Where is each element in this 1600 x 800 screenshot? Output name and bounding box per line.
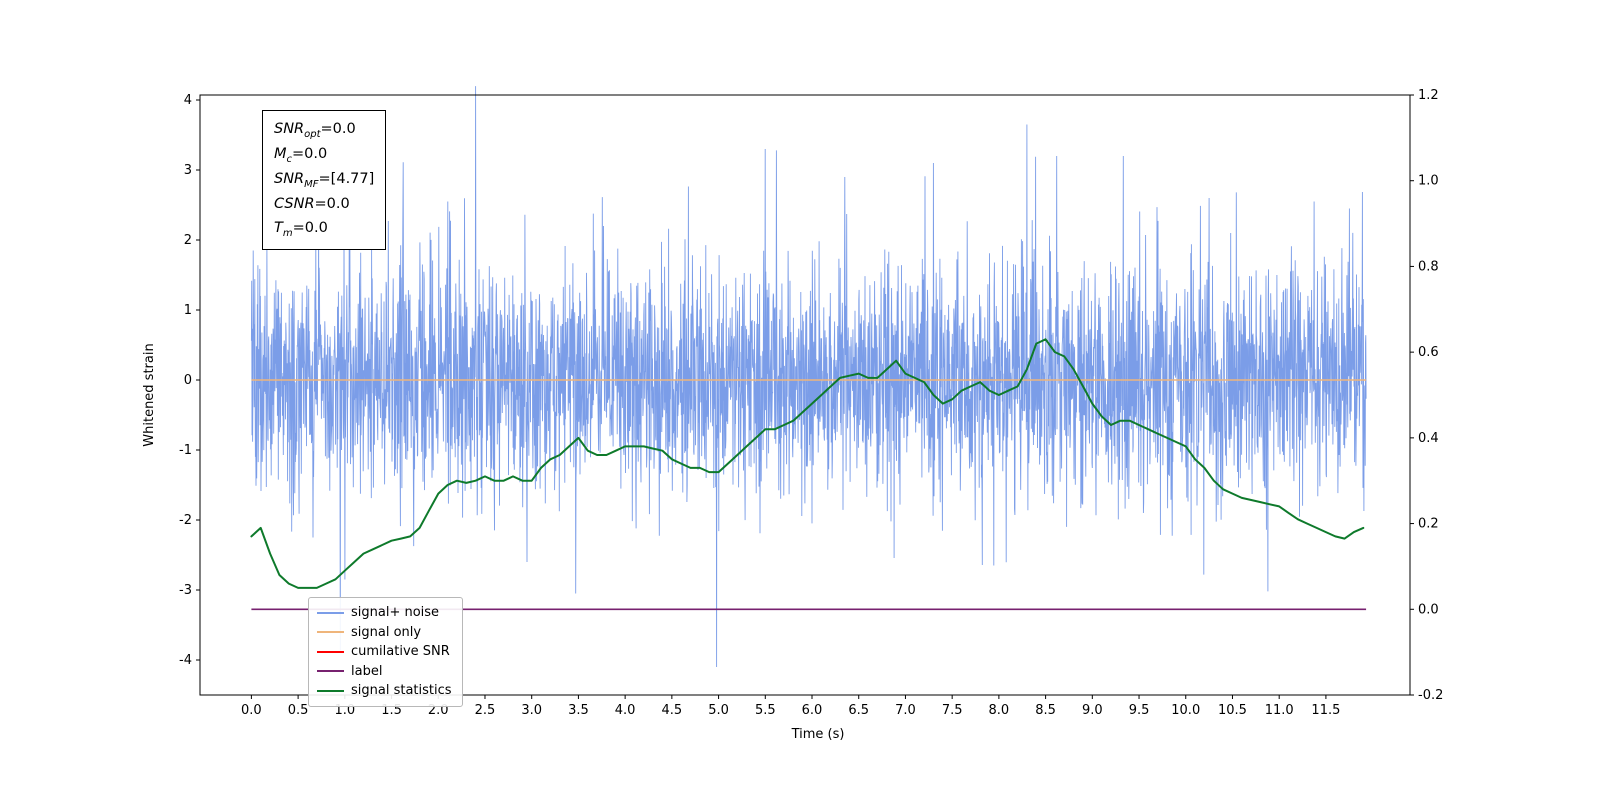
legend-swatch-signal-statistics	[317, 689, 344, 692]
right-tick-label: 0.2	[1418, 517, 1439, 532]
x-tick-label: 7.0	[895, 703, 916, 718]
tick-layer: 0.0 0.5 1.0 1.5 2.0 2.5 3.0 3.5 4.0 4.5 5.0 5.5 6.0 6…	[179, 88, 1443, 718]
x-tick-label: 8.5	[1035, 703, 1056, 718]
legend-label: signal statistics	[351, 683, 452, 699]
legend-swatch-cumilative-SNR	[317, 650, 344, 653]
left-tick-label: 1	[184, 303, 192, 318]
x-tick-label: 6.5	[848, 703, 869, 718]
x-tick-label: 0.0	[241, 703, 262, 718]
x-tick-label: 10.5	[1218, 703, 1247, 718]
legend-swatch-label	[317, 670, 344, 673]
x-tick-label: 0.5	[288, 703, 309, 718]
legend-entry: signal+ noise	[317, 603, 452, 623]
left-tick-label: 2	[184, 233, 192, 248]
x-tick-label: 8.0	[989, 703, 1010, 718]
legend-swatch-signal-only	[317, 631, 344, 634]
right-tick-label: 0.8	[1418, 259, 1439, 274]
x-tick-label: 1.0	[334, 703, 355, 718]
stats-annotation-line: CSNR=0.0	[274, 196, 350, 213]
legend-label: cumilative SNR	[351, 644, 450, 660]
series-layer	[250, 86, 1367, 668]
series-signal-statistics	[250, 338, 1365, 589]
x-tick-label: 2.0	[428, 703, 449, 718]
left-tick-label: 3	[184, 163, 192, 178]
x-tick-label: 9.0	[1082, 703, 1103, 718]
x-tick-label: 7.5	[942, 703, 963, 718]
left-tick-label: -3	[179, 583, 192, 598]
legend-entry: cumilative SNR	[317, 642, 452, 662]
left-tick-label: -1	[179, 443, 192, 458]
right-tick-label: 1.2	[1418, 88, 1439, 103]
legend-swatch-signal+-noise	[317, 611, 344, 614]
x-tick-label: 11.5	[1311, 703, 1340, 718]
stats-annotation-line: Tm=0.0	[274, 219, 328, 239]
x-tick-label: 3.5	[568, 703, 589, 718]
right-tick-label: -0.2	[1418, 688, 1443, 703]
x-tick-label: 2.5	[475, 703, 496, 718]
stats-annotation-line: SNRopt=0.0	[274, 121, 356, 140]
left-tick-label: 0	[184, 373, 192, 388]
left-tick-label: 4	[184, 93, 192, 108]
x-tick-label: 1.5	[381, 703, 402, 718]
stats-annotation-box: SNRopt=0.0 Mc=0.0 SNRMF=[4.77] CSNR=0.0 Tm=0…	[262, 110, 387, 250]
x-tick-label: 3.0	[521, 703, 542, 718]
legend-entry: signal only	[317, 623, 452, 643]
x-tick-label: 11.0	[1265, 703, 1294, 718]
legend-label: signal+ noise	[351, 605, 440, 621]
x-tick-label: 5.0	[708, 703, 729, 718]
x-tick-label: 4.0	[615, 703, 636, 718]
right-tick-label: 0.6	[1418, 345, 1439, 360]
legend: signal+ noise signal only cumilative SNR la…	[308, 597, 463, 707]
x-tick-label: 4.5	[662, 703, 683, 718]
series-signal-plus-noise	[250, 86, 1367, 668]
legend-entry: label	[317, 662, 452, 682]
right-tick-label: 1.0	[1418, 174, 1439, 189]
axes-frame	[199, 94, 1411, 696]
legend-entry: signal statistics	[317, 681, 452, 701]
left-tick-label: -4	[179, 653, 192, 668]
x-axis-label: Time (s)	[791, 727, 845, 742]
x-tick-label: 6.0	[802, 703, 823, 718]
right-tick-label: 0.0	[1418, 602, 1439, 617]
legend-label: label	[351, 663, 383, 679]
left-tick-label: -2	[179, 513, 192, 528]
right-tick-label: 0.4	[1418, 431, 1439, 446]
y-axis-label: Whitened strain	[142, 343, 157, 446]
x-tick-label: 9.5	[1129, 703, 1150, 718]
stats-annotation-line: SNRMF=[4.77]	[274, 171, 375, 191]
x-tick-label: 10.0	[1171, 703, 1200, 718]
stats-annotation-line: Mc=0.0	[274, 146, 328, 165]
legend-label: signal only	[351, 624, 422, 640]
x-tick-label: 5.5	[755, 703, 776, 718]
